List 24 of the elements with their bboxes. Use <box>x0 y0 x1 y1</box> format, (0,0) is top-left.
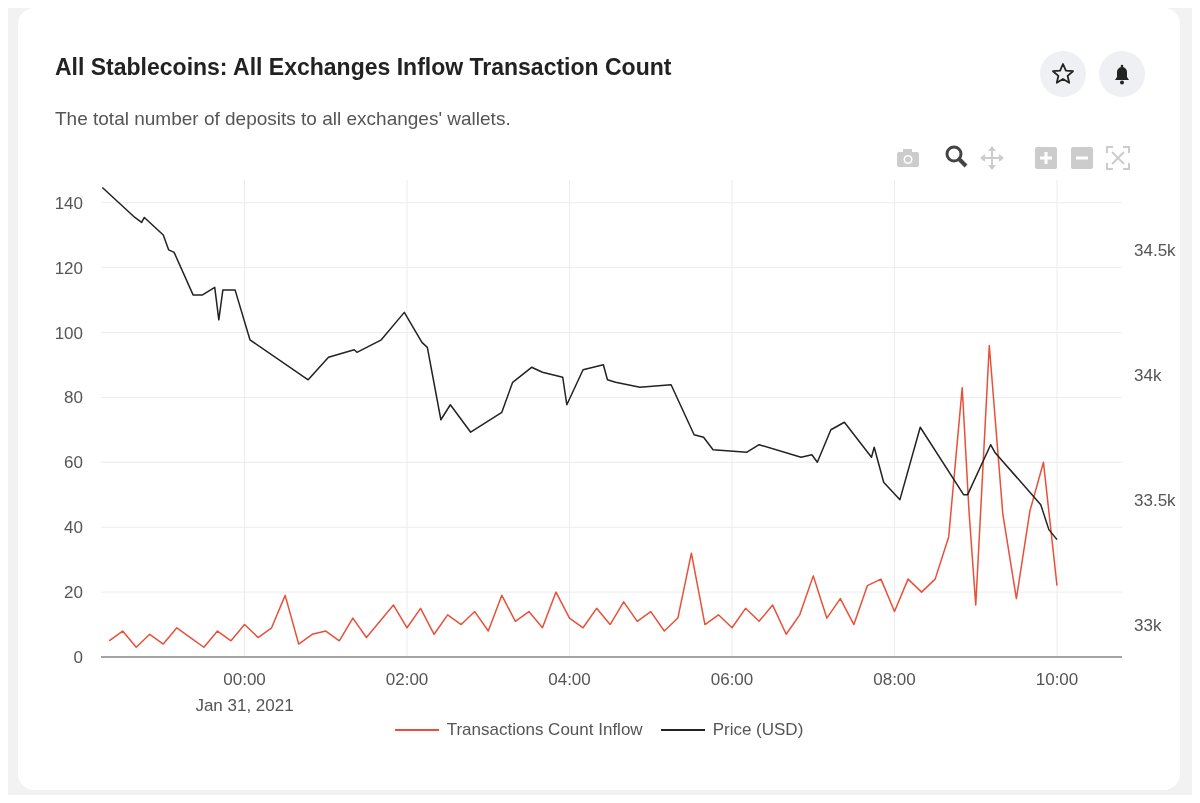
y2-tick-label: 33.5k <box>1134 490 1177 510</box>
y-tick-label: 100 <box>54 323 83 343</box>
y-tick-label: 0 <box>73 648 83 668</box>
y2-tick-label: 34.5k <box>1134 240 1177 260</box>
y-tick-label: 20 <box>64 583 83 603</box>
x-tick-label: 10:00 <box>1035 670 1079 689</box>
y-tick-label: 60 <box>64 453 83 473</box>
x-tick-label: 04:00 <box>548 670 591 689</box>
y2-tick-label: 34k <box>1134 365 1162 385</box>
chart-subtitle: The total number of deposits to all exchanges' wallets. <box>55 108 511 130</box>
x-tick-label: 06:00 <box>710 670 754 689</box>
y-tick-label: 140 <box>54 193 83 213</box>
y-tick-label: 40 <box>64 518 83 538</box>
y-tick-label: 80 <box>64 388 83 408</box>
legend-label: Price (USD) <box>712 720 804 740</box>
x-tick-label: 08:00 <box>873 670 916 689</box>
line-series <box>101 186 1058 541</box>
chart-title: All Stablecoins: All Exchanges Inflow Transaction Count <box>55 54 672 81</box>
legend-label: Transactions Count Inflow <box>446 720 643 740</box>
y2-tick-label: 33k <box>1134 615 1162 635</box>
x-tick-label: 00:00 Jan 31, 2021 <box>195 670 294 715</box>
x-tick-label: 02:00 <box>385 670 429 689</box>
y-tick-label: 120 <box>54 258 83 278</box>
line-series <box>108 344 1058 649</box>
